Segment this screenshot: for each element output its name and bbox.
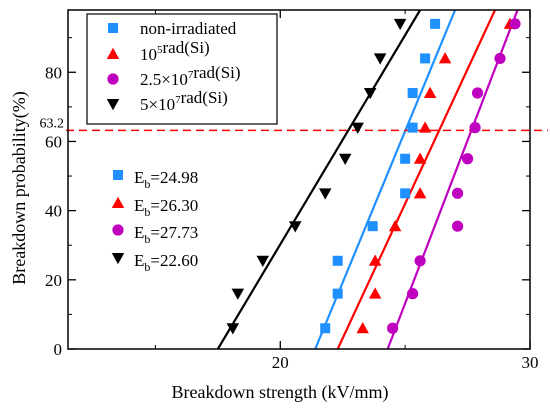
data-point-s0-8: [420, 53, 431, 64]
data-point-s0-5: [400, 153, 411, 164]
reference-line-group: 63.2: [40, 116, 548, 131]
y-tick-label: 40: [45, 202, 62, 221]
data-point-s0-6: [407, 122, 418, 133]
legend-marker-1: [106, 47, 120, 59]
y-tick-label: 20: [45, 271, 62, 290]
data-point-s0-7: [407, 88, 418, 99]
data-point-s3-1: [231, 288, 245, 300]
data-point-s1-1: [368, 287, 382, 299]
axes: 0 20 40 60 80 20 30: [45, 9, 539, 372]
legend-label-0: non-irradiated: [140, 19, 237, 38]
legend-marker-3: [106, 99, 120, 111]
data-point-s1-6: [418, 121, 432, 133]
x-axis-title: Breakdown strength (kV/mm): [172, 382, 389, 403]
data-point-s3-8: [373, 53, 387, 65]
legend-label-2: 2.5×107rad(Si): [140, 63, 241, 89]
legend: non-irradiated105rad(Si)2.5×107rad(Si)5×…: [86, 13, 278, 125]
data-point-s0-1: [332, 288, 343, 299]
eb-marker-1: [111, 196, 125, 208]
data-point-s3-2: [256, 255, 270, 268]
data-point-s2-2: [414, 255, 426, 267]
data-point-s1-2: [368, 254, 382, 266]
data-point-s0-2: [332, 255, 343, 266]
data-point-s2-1: [407, 288, 419, 300]
y-tick-label: 60: [45, 132, 62, 151]
data-point-s1-7: [423, 86, 437, 99]
data-point-s2-5: [461, 153, 474, 165]
data-point-s2-6: [469, 122, 481, 134]
data-point-s3-9: [393, 18, 407, 31]
y-tick-label: 80: [45, 63, 62, 82]
data-point-s2-4: [451, 187, 464, 199]
legend-marker-0: [108, 23, 118, 33]
fit-line-3: [216, 10, 422, 349]
legend-marker-2: [107, 73, 119, 85]
data-point-s1-0: [356, 321, 369, 334]
data-point-s2-0: [387, 322, 399, 334]
y-tick-label: 0: [54, 340, 63, 359]
legend-box: [86, 13, 278, 125]
eb-marker-3: [111, 253, 125, 265]
eb-label-1: Eb=26.30: [134, 196, 198, 219]
x-tick-label: 20: [272, 353, 289, 372]
legend-label-3: 5×107rad(Si): [140, 88, 228, 114]
data-point-s0-3: [367, 221, 378, 232]
eb-annotations: Eb=24.98 Eb=26.30 Eb=27.73 Eb=22.60: [111, 168, 198, 274]
data-points: [226, 17, 521, 335]
data-point-s3-4: [318, 188, 332, 200]
eb-marker-0: [113, 170, 123, 180]
eb-marker-2: [112, 224, 124, 236]
data-point-s1-4: [413, 187, 427, 199]
data-point-s2-8: [494, 52, 506, 65]
data-point-s3-3: [289, 221, 302, 233]
eb-label-3: Eb=22.60: [134, 251, 198, 274]
data-point-s3-5: [338, 153, 352, 165]
y-axis-title: Breakdown probability(%): [9, 91, 30, 284]
data-point-s1-8: [438, 52, 452, 64]
data-point-s2-9: [509, 18, 521, 30]
data-point-s1-5: [413, 152, 427, 164]
legend-label-1: 105rad(Si): [140, 38, 210, 64]
eb-label-0: Eb=24.98: [134, 168, 198, 191]
plot-frame: [67, 9, 531, 350]
data-point-s0-0: [320, 323, 331, 334]
data-point-s3-7: [363, 88, 377, 100]
x-tick-label: 30: [522, 353, 539, 372]
data-point-s3-0: [226, 323, 240, 335]
fit-line-1: [336, 10, 497, 349]
data-point-s2-7: [471, 87, 484, 99]
data-point-s1-3: [388, 219, 402, 232]
data-point-s3-6: [351, 122, 364, 134]
reference-line-label: 63.2: [40, 116, 65, 131]
eb-label-2: Eb=27.73: [134, 223, 198, 246]
data-point-s0-9: [430, 18, 441, 29]
data-point-s0-4: [400, 188, 411, 199]
data-point-s2-3: [451, 220, 464, 232]
